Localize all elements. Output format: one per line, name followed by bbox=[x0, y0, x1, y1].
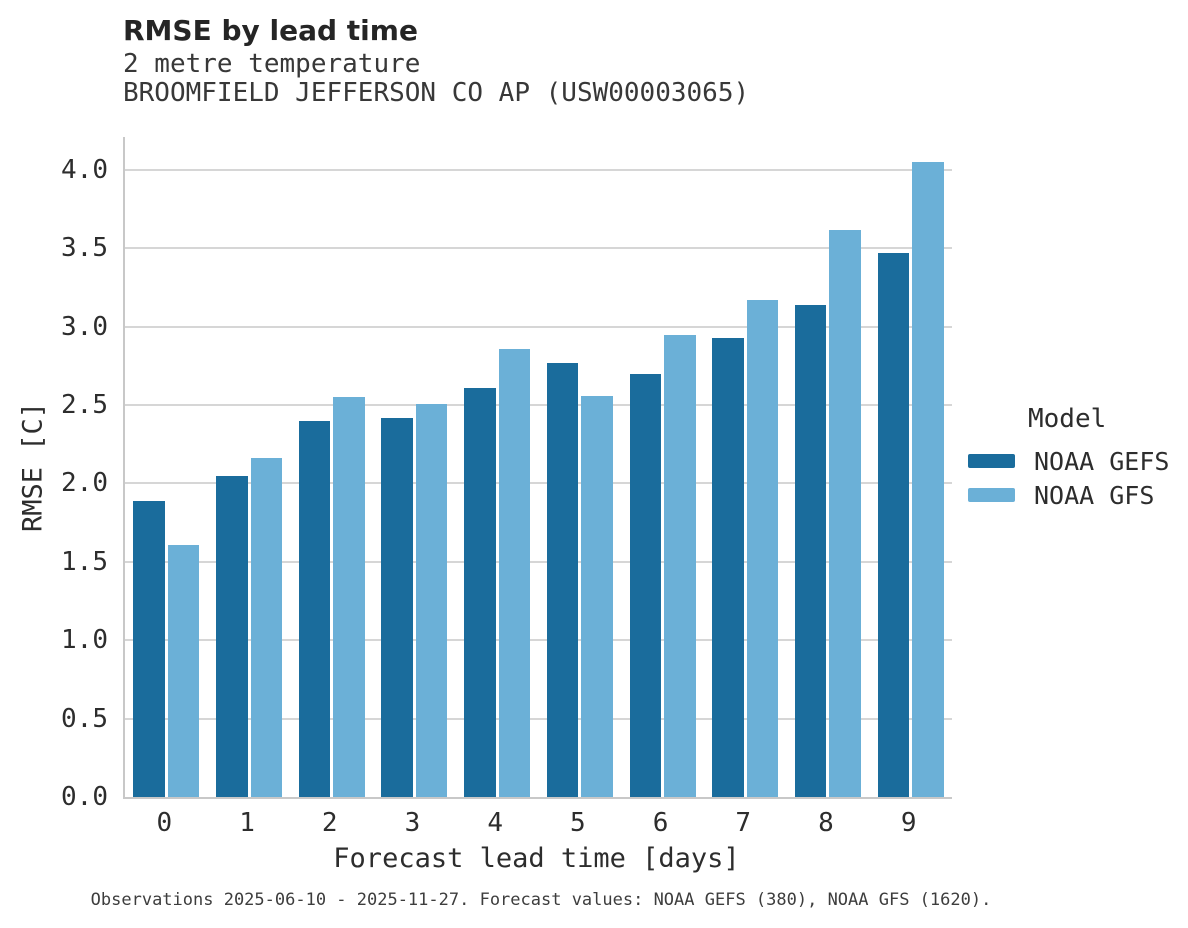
bar-noaa-gefs-lead-9 bbox=[877, 253, 910, 797]
chart-title: RMSE by lead time bbox=[123, 14, 418, 47]
bar-noaa-gefs-lead-1 bbox=[216, 475, 248, 797]
bar-noaa-gfs-lead-3 bbox=[415, 403, 448, 797]
legend-swatch-noaa-gefs bbox=[968, 454, 1015, 468]
legend-entry-noaa-gefs: NOAA GEFS bbox=[968, 444, 1169, 478]
x-tick-label-3: 3 bbox=[404, 808, 421, 838]
chart-subtitle-variable: 2 metre temperature bbox=[123, 49, 421, 79]
x-tick-label-6: 6 bbox=[652, 808, 669, 838]
x-tick-label-8: 8 bbox=[818, 808, 834, 838]
gridline-y-4.0 bbox=[125, 168, 952, 171]
gridline-y-2.0 bbox=[125, 482, 952, 485]
bar-noaa-gefs-lead-6 bbox=[629, 373, 662, 797]
y-tick-label-2.0: 2.0 bbox=[61, 468, 108, 499]
y-tick-label-0.5: 0.5 bbox=[61, 703, 108, 734]
x-tick-label-7: 7 bbox=[735, 808, 752, 838]
legend-swatch-noaa-gfs bbox=[968, 488, 1015, 502]
bar-noaa-gfs-lead-8 bbox=[829, 229, 861, 797]
bar-noaa-gfs-lead-2 bbox=[333, 397, 365, 797]
gridline-y-1.0 bbox=[125, 639, 952, 642]
bar-noaa-gfs-lead-5 bbox=[581, 395, 613, 797]
y-tick-label-2.5: 2.5 bbox=[61, 390, 108, 421]
gridline-y-3.5 bbox=[125, 247, 952, 250]
gridline-y-0.5 bbox=[125, 717, 952, 720]
x-tick-label-9: 9 bbox=[900, 808, 917, 838]
bar-noaa-gfs-lead-9 bbox=[912, 162, 944, 797]
bar-noaa-gefs-lead-3 bbox=[381, 417, 413, 797]
x-tick-label-2: 2 bbox=[321, 808, 338, 838]
legend-label-noaa-gfs: NOAA GFS bbox=[1034, 480, 1155, 510]
gridline-y-1.5 bbox=[125, 560, 952, 563]
footnote: Observations 2025-06-10 - 2025-11-27. Fo… bbox=[90, 890, 992, 910]
y-tick-label-3.5: 3.5 bbox=[61, 233, 108, 264]
y-tick-label-1.5: 1.5 bbox=[61, 546, 108, 577]
x-tick-label-1: 1 bbox=[239, 808, 255, 838]
bar-noaa-gefs-lead-4 bbox=[464, 387, 496, 797]
x-axis-title: Forecast lead time [days] bbox=[333, 843, 740, 874]
chart-subtitle-station: BROOMFIELD JEFFERSON CO AP (USW00003065) bbox=[123, 78, 750, 108]
y-tick-label-4.0: 4.0 bbox=[61, 154, 108, 185]
bar-noaa-gfs-lead-1 bbox=[250, 458, 283, 797]
y-axis-title: RMSE [C] bbox=[17, 401, 49, 533]
gridline-y-3.0 bbox=[125, 325, 952, 328]
bar-noaa-gfs-lead-6 bbox=[664, 334, 696, 797]
bar-noaa-gefs-lead-7 bbox=[712, 337, 744, 797]
x-tick-label-4: 4 bbox=[487, 808, 503, 838]
legend: Model NOAA GEFS NOAA GFS bbox=[968, 404, 1169, 512]
legend-title: Model bbox=[1028, 404, 1107, 434]
x-tick-label-5: 5 bbox=[570, 808, 586, 838]
bar-noaa-gfs-lead-4 bbox=[498, 348, 531, 797]
bar-noaa-gefs-lead-5 bbox=[546, 362, 579, 797]
bar-noaa-gfs-lead-0 bbox=[167, 544, 200, 797]
bar-noaa-gfs-lead-7 bbox=[746, 300, 779, 797]
y-tick-label-1.0: 1.0 bbox=[61, 625, 108, 656]
legend-entry-noaa-gfs: NOAA GFS bbox=[968, 478, 1169, 512]
legend-entries: NOAA GEFS NOAA GFS bbox=[968, 444, 1169, 512]
legend-label-noaa-gefs: NOAA GEFS bbox=[1034, 446, 1170, 476]
bar-noaa-gefs-lead-8 bbox=[794, 304, 827, 797]
plot-area bbox=[123, 137, 952, 799]
bar-noaa-gefs-lead-2 bbox=[298, 420, 331, 797]
gridline-y-2.5 bbox=[125, 404, 952, 407]
x-tick-label-0: 0 bbox=[156, 808, 173, 838]
bar-noaa-gefs-lead-0 bbox=[133, 500, 165, 797]
y-tick-label-0.0: 0.0 bbox=[61, 782, 108, 812]
y-tick-label-3.0: 3.0 bbox=[61, 311, 108, 342]
